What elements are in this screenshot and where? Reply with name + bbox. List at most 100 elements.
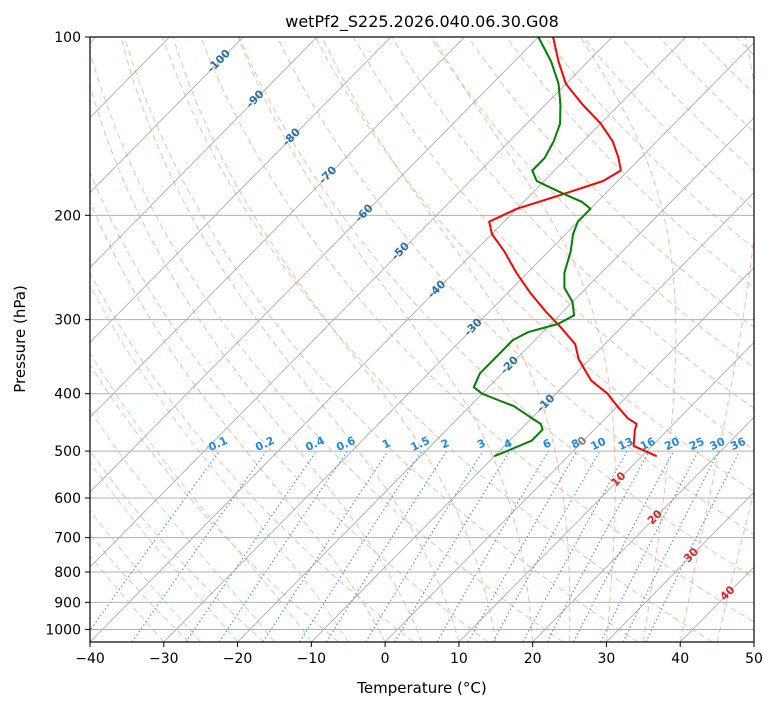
plot-frame [89,36,755,643]
dry-adiabat-line [162,37,713,642]
mixing-ratio-line [218,450,348,642]
dry-adiabat-line [697,37,754,95]
dry-adiabat-line [238,37,754,579]
isotherm-label: -100 [204,47,233,76]
y-tick-label: 200 [54,208,81,224]
mixing-ratio-label: 16 [638,435,658,453]
isotherm-line [90,37,465,418]
dry-adiabat-line [123,37,639,642]
mixing-ratio-line [90,450,220,632]
mixing-ratio-line [492,450,601,642]
mixing-ratio-label: 13 [616,435,635,453]
mixing-ratio-line [262,450,389,642]
x-tick-label: −10 [297,651,327,667]
dry-adiabat-line [90,450,265,642]
moist-adiabat-line [90,461,238,642]
moist-adiabat-line [237,37,534,642]
isotherm-line [753,641,754,642]
moist-adiabat-line [321,37,571,642]
mixing-ratio-line [325,450,448,642]
moist-adiabat-line [716,490,754,642]
moist-adiabat-line [90,284,349,642]
mixing-ratio-label: 25 [687,435,706,453]
mixing-ratio-label: 20 [662,435,682,453]
isotherm-label: -70 [316,163,339,187]
chart-title: wetPf2_S225.2026.040.06.30.G08 [285,12,559,32]
isotherm-line [90,37,539,493]
y-axis-ticks: 100 200 300 400 500 600 700 800 900 1000 [45,30,90,638]
dry-adiabat-line [391,37,754,410]
mixing-ratio-label: 3 [475,436,487,451]
profile-lines [472,37,658,458]
mixing-ratio-label: 30 [708,435,728,453]
isotherm-line [311,192,754,642]
isotherm-line [384,266,754,642]
moist-adiabat-line [580,37,677,642]
mixing-ratio-line [299,450,423,642]
moist-adiabat-line [753,639,754,642]
x-tick-label: 50 [745,651,763,667]
dry-adiabat-line [276,37,754,536]
y-tick-label: 1000 [45,622,81,638]
dry-adiabat-line [353,37,754,451]
y-axis-label: Pressure (hPa) [11,285,29,393]
isotherm-line [163,42,754,642]
isotherm-line [90,37,318,269]
mixing-ratio-line [365,450,484,642]
y-tick-label: 400 [54,387,81,403]
dry-adiabat-line [735,37,754,56]
pressure-gridlines [90,37,754,630]
x-tick-label: 20 [524,651,542,667]
isotherms [90,37,754,642]
y-tick-label: 900 [54,595,81,611]
isotherm-label: -50 [389,239,412,263]
isotherm-line [458,341,754,642]
moist-adiabat-line [90,509,202,642]
dry-adiabat-line [506,37,754,289]
y-tick-label: 800 [54,565,81,581]
mixing-ratio-line [522,450,628,642]
mixing-ratio-line [546,450,650,642]
isotherm-line [237,117,754,642]
isotherm-label: -10 [534,391,557,415]
dry-adiabat-line [429,37,754,369]
isotherm-line [606,491,754,642]
isotherm-line [90,37,687,642]
isotherm-label: -80 [280,125,303,149]
dry-adiabat-line [90,272,414,642]
temperature-profile-line [488,37,658,458]
dry-adiabat-line [314,37,754,493]
x-tick-label: 40 [671,651,689,667]
x-tick-label: 30 [598,651,616,667]
isotherm-label: -20 [498,353,521,377]
x-tick-label: −20 [223,651,253,667]
isotherm-label: 40 [718,583,738,603]
isotherm-line [90,37,613,568]
mixing-ratio-label: 10 [589,435,609,453]
isotherm-label: 10 [609,469,629,489]
isotherm-line [90,37,244,194]
moist-adiabat-line [679,37,754,642]
moist-adiabat-line [90,83,423,642]
isotherm-label: -90 [243,87,266,111]
mixing-ratio-line [622,450,720,642]
y-tick-label: 500 [54,444,81,460]
moist-adiabat-line [120,37,460,642]
isotherm-line [532,416,754,642]
x-tick-label: 0 [381,651,390,667]
mixing-ratio-label: 2 [439,436,451,451]
y-tick-label: 700 [54,531,81,547]
x-axis-ticks: −40 −30 −20 −10 0 10 20 30 40 50 [75,642,763,667]
moist-adiabat-line [90,200,386,642]
moist-adiabat-line [172,37,497,642]
moist-adiabat-line [90,409,275,642]
mixing-ratio-lines [90,450,741,642]
dry-adiabat-line [90,49,564,642]
mixing-ratio-line [645,450,741,642]
dry-adiabat-line [90,170,489,642]
dry-adiabat-line [582,37,754,210]
mixing-ratio-label: 36 [728,435,748,453]
dry-adiabat-line [200,37,754,623]
mixing-ratio-line [436,450,549,642]
